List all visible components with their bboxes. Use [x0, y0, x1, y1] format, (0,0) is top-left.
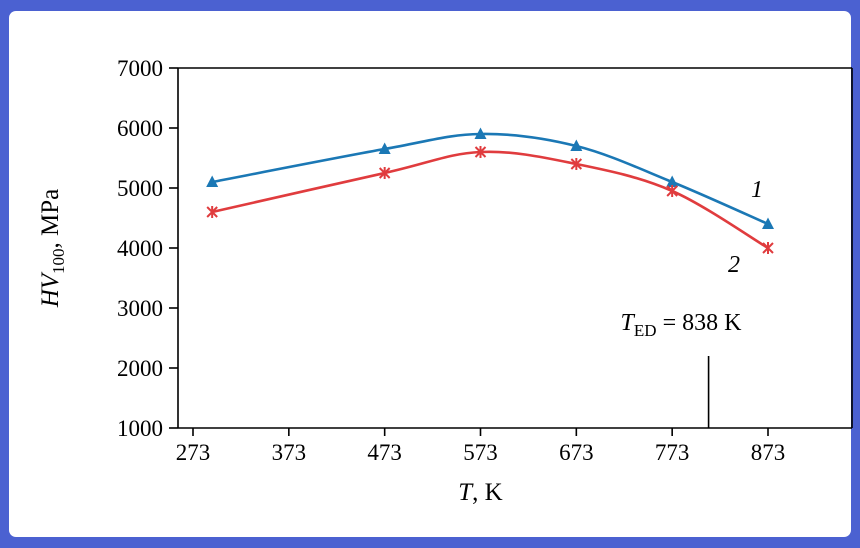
- x-tick-label: 873: [751, 440, 786, 465]
- y-tick-label: 7000: [117, 56, 163, 81]
- annotation-label-italic: T: [621, 310, 636, 336]
- figure-canvas: [9, 11, 851, 537]
- series-2-marker-x: [378, 167, 391, 179]
- y-axis-label-italic: HV: [37, 271, 64, 308]
- series-1-label: 1: [751, 177, 763, 203]
- x-tick-label: 573: [463, 440, 498, 465]
- y-tick-label: 6000: [117, 116, 163, 141]
- x-axis-label-italic: T: [458, 479, 474, 506]
- series-2-marker-x: [570, 158, 583, 170]
- y-tick-label: 4000: [117, 236, 163, 261]
- annotation-label-sub: ED: [634, 321, 657, 340]
- y-axis-label: HV100, MPa: [37, 189, 68, 309]
- series-1-marker-triangle: [762, 217, 774, 229]
- y-tick-label: 5000: [117, 176, 163, 201]
- series-2-marker-x: [206, 206, 218, 218]
- series-1-marker-triangle: [570, 139, 583, 151]
- x-tick-label: 273: [176, 440, 211, 465]
- series-2-marker-x: [762, 242, 774, 254]
- series-1-marker-triangle: [378, 142, 391, 154]
- x-tick-label: 473: [367, 440, 402, 465]
- series-2-curve: [210, 150, 770, 250]
- x-tick-label: 673: [559, 440, 594, 465]
- series-2-marker-x: [666, 185, 678, 197]
- series-1-marker-triangle: [474, 127, 487, 139]
- y-axis-label-sub: 100: [49, 248, 68, 274]
- series-1-marker-triangle: [666, 175, 679, 187]
- annotation-label: TED = 838 K: [621, 310, 743, 340]
- x-axis-label: T, K: [458, 479, 502, 506]
- annotation-label-rest: = 838 K: [657, 310, 743, 336]
- series-1-curve: [210, 132, 770, 226]
- series-1-marker-triangle: [206, 175, 219, 187]
- y-axis-label-rest: , MPa: [37, 189, 64, 249]
- y-tick-label: 1000: [117, 416, 163, 441]
- x-tick-label: 773: [655, 440, 690, 465]
- y-tick-label: 2000: [117, 356, 163, 381]
- y-tick-label: 3000: [117, 296, 163, 321]
- x-axis-label-rest: , K: [472, 479, 503, 506]
- series-2-marker-x: [474, 146, 487, 158]
- axis-frame: [177, 67, 853, 429]
- x-tick-label: 373: [272, 440, 307, 465]
- series-2-label: 2: [728, 252, 740, 278]
